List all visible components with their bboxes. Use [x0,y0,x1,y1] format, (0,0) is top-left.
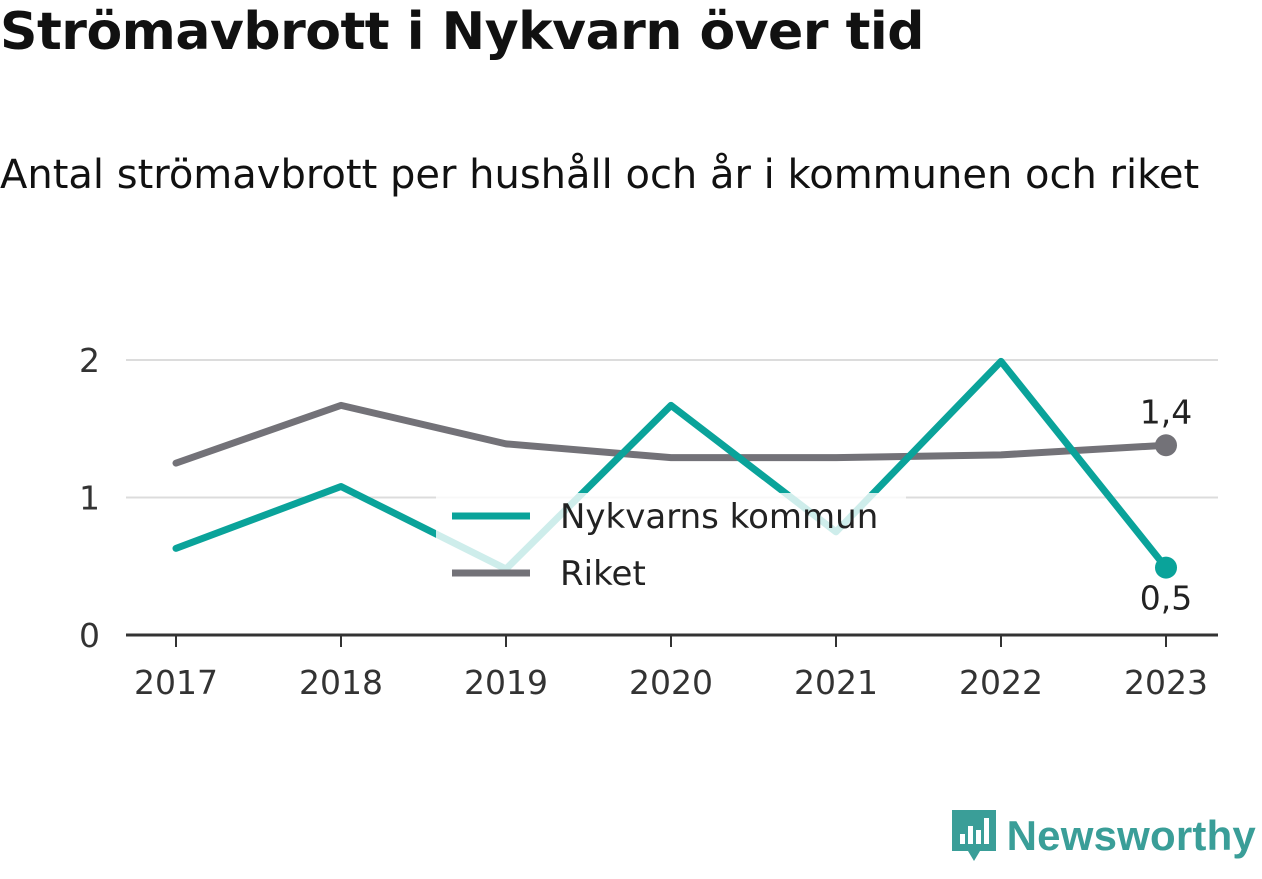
y-tick-label: 0 [79,616,100,655]
y-tick-label: 1 [79,479,100,518]
end-point [1155,556,1177,579]
data-labels: 1,4 0,5 [1140,392,1192,617]
end-point [1155,434,1177,457]
data-label-nykvarns-kommun: 0,5 [1140,579,1192,618]
x-tick-label: 2019 [464,663,548,702]
data-label-riket: 1,4 [1140,392,1192,431]
chart-subtitle: Antal strömavbrott per hushåll och år i … [0,152,1200,198]
series-line-riket [172,401,1170,467]
newsworthy-brand: Newsworthy [949,807,1256,865]
x-tick-label: 2018 [299,663,383,702]
y-tick-label: 2 [79,341,100,380]
x-tick-label: 2023 [1124,663,1208,702]
newsworthy-logo-icon [951,810,996,861]
x-tick-label: 2017 [134,663,218,702]
x-tick-label: 2021 [794,663,878,702]
chart-title: Strömavbrott i Nykvarn över tid [0,2,924,62]
x-axis: 2017 2018 2019 2020 2021 2022 2023 [126,633,1218,702]
x-tick-label: 2022 [959,663,1043,702]
legend: Nykvarns kommun Riket [436,493,906,601]
legend-label: Riket [560,554,646,594]
legend-label: Nykvarns kommun [560,497,878,537]
legend-background [436,493,906,601]
brand-name: Newsworthy [1006,812,1256,859]
x-tick-label: 2020 [629,663,713,702]
series-lines [172,357,1177,579]
